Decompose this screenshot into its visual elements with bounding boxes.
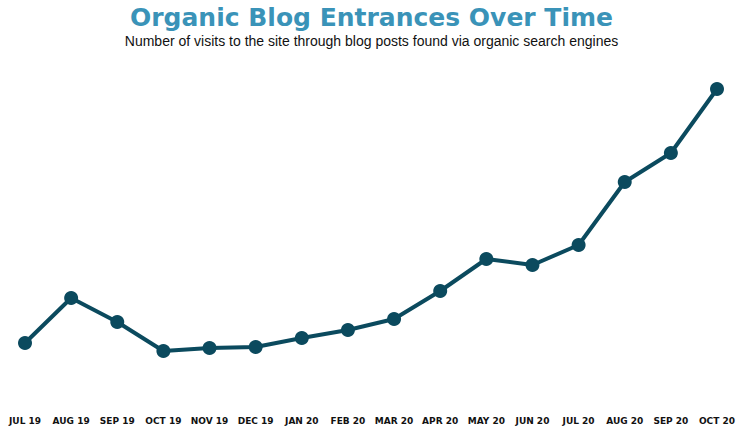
svg-text:AUG 20: AUG 20 [606, 416, 643, 426]
svg-text:OCT 20: OCT 20 [699, 416, 735, 426]
svg-text:OCT 19: OCT 19 [145, 416, 181, 426]
svg-text:JUL 20: JUL 20 [562, 416, 595, 426]
svg-text:Organic Blog Entrances Over Ti: Organic Blog Entrances Over Time [130, 3, 613, 32]
svg-text:JAN 20: JAN 20 [284, 416, 319, 426]
svg-text:FEB 20: FEB 20 [331, 416, 366, 426]
svg-text:APR 20: APR 20 [422, 416, 458, 426]
svg-text:MAY 20: MAY 20 [468, 416, 505, 426]
svg-text:NOV 19: NOV 19 [191, 416, 229, 426]
svg-text:MAR 20: MAR 20 [375, 416, 414, 426]
svg-text:SEP 20: SEP 20 [653, 416, 688, 426]
svg-text:JUN 20: JUN 20 [515, 416, 550, 426]
svg-text:AUG 19: AUG 19 [53, 416, 90, 426]
svg-text:Number of visits to the site t: Number of visits to the site through blo… [125, 33, 618, 49]
svg-text:DEC 19: DEC 19 [238, 416, 274, 426]
svg-text:JUL 19: JUL 19 [8, 416, 41, 426]
svg-text:SEP 19: SEP 19 [100, 416, 135, 426]
